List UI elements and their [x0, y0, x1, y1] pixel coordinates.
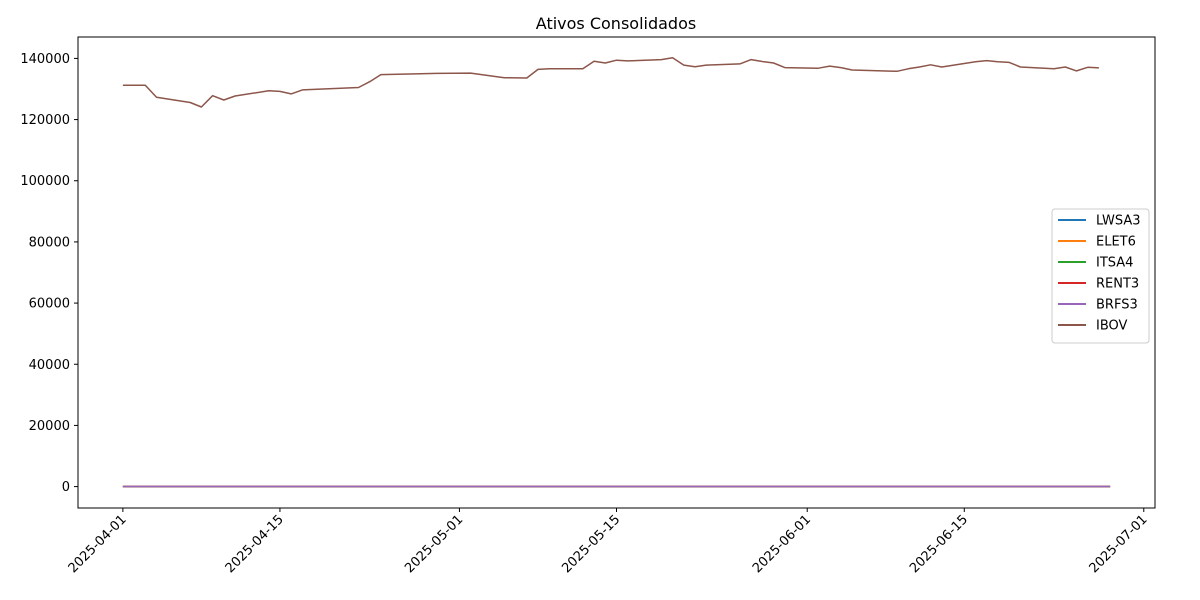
legend-label: BRFS3 [1096, 298, 1138, 313]
chart-title: Ativos Consolidados [536, 14, 696, 33]
legend: LWSA3 ELET6 ITSA4 RENT3 BRFS3 IBOV [1051, 208, 1150, 344]
x-tick-label: 2025-05-15 [559, 512, 623, 576]
y-tick-label: 100000 [20, 174, 70, 189]
x-tick-label: 2025-06-01 [750, 512, 814, 576]
legend-label: ELET6 [1096, 235, 1136, 250]
series-layer [122, 57, 1111, 488]
x-tick-label: 2025-06-15 [907, 512, 971, 576]
plot-area-frame [77, 36, 1156, 509]
y-tick-label: 0 [62, 480, 70, 495]
y-tick-label: 140000 [20, 52, 70, 67]
y-tick-label: 120000 [20, 113, 70, 128]
y-axis: 0 20000 40000 60000 80000 100000 120000 140000 [20, 52, 78, 495]
x-tick-label: 2025-07-01 [1087, 512, 1151, 576]
x-tick-label: 2025-04-01 [66, 512, 130, 576]
legend-label: IBOV [1096, 319, 1128, 334]
y-tick-label: 60000 [29, 297, 70, 312]
x-tick-label: 2025-05-01 [402, 512, 466, 576]
x-axis: 2025-04-01 2025-04-15 2025-05-01 2025-05-15… [66, 508, 1151, 576]
series-line-ibov [122, 57, 1099, 108]
x-tick-label: 2025-04-15 [223, 512, 287, 576]
legend-box [1051, 208, 1150, 344]
y-tick-label: 80000 [29, 235, 70, 250]
y-tick-label: 40000 [29, 358, 70, 373]
legend-label: ITSA4 [1096, 256, 1133, 271]
y-tick-label: 20000 [29, 419, 70, 434]
legend-label: LWSA3 [1096, 214, 1141, 229]
legend-label: RENT3 [1096, 277, 1139, 292]
